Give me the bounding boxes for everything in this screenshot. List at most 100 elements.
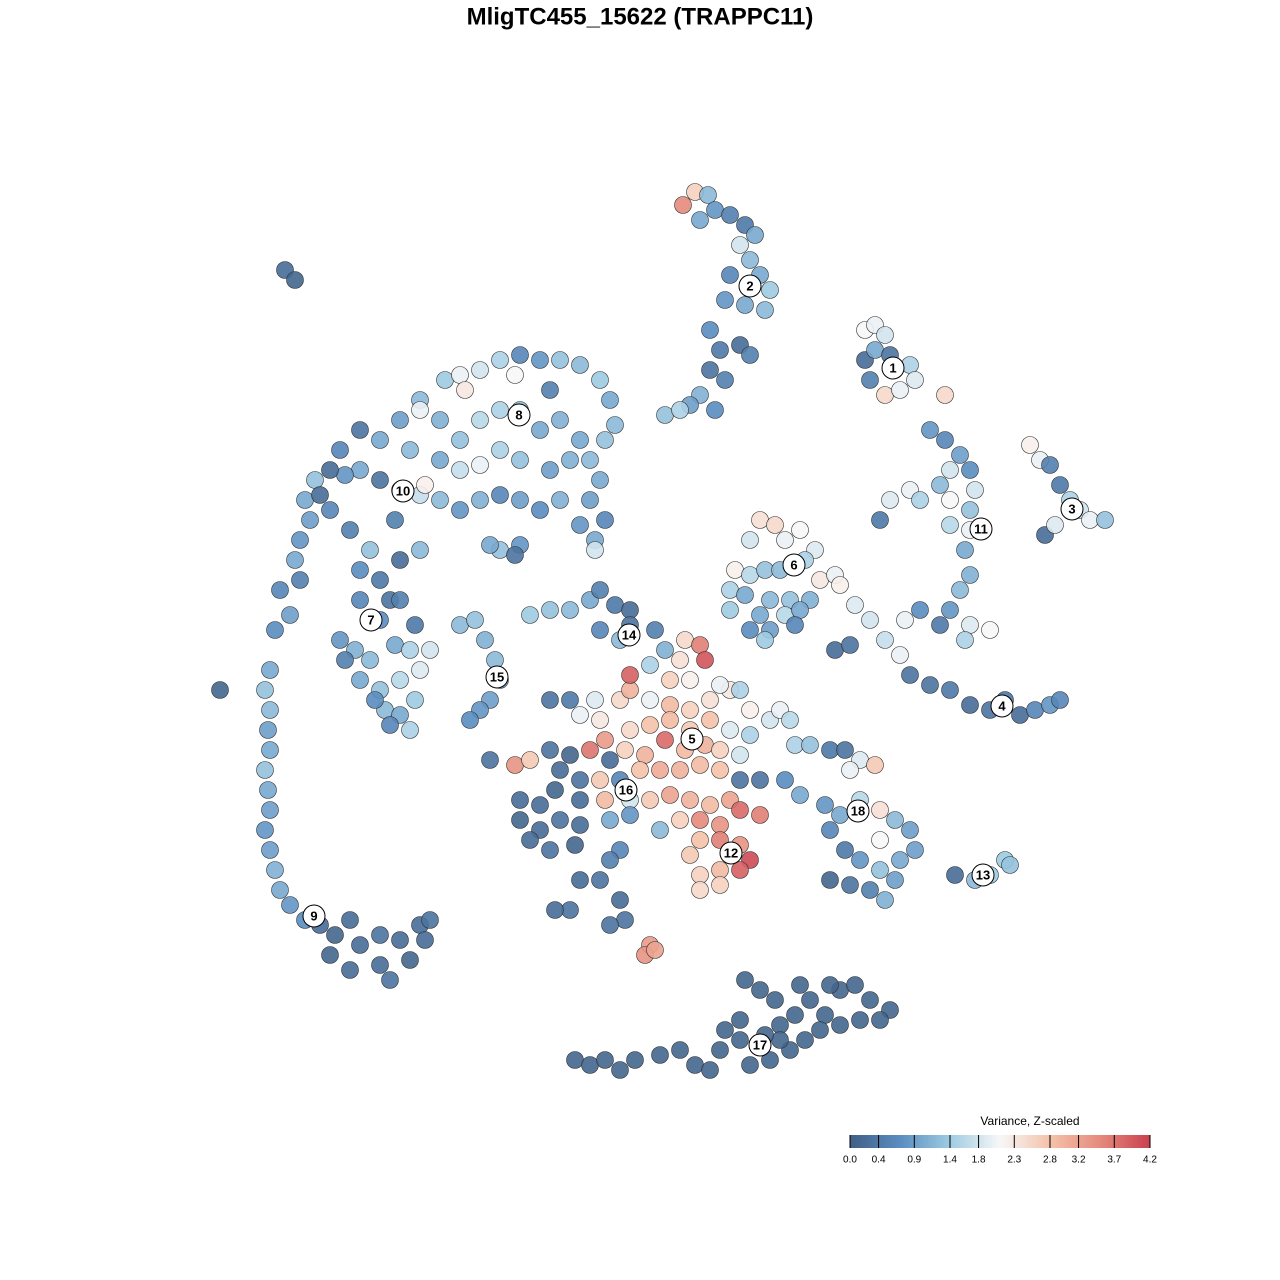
point <box>1041 456 1059 474</box>
point <box>681 791 699 809</box>
point <box>851 1011 869 1029</box>
point <box>406 691 424 709</box>
colorbar-swatch <box>1012 1135 1015 1148</box>
point <box>541 461 559 479</box>
point <box>711 741 729 759</box>
colorbar-swatch <box>1000 1135 1003 1148</box>
point <box>416 931 434 949</box>
colorbar-swatch <box>1054 1135 1057 1148</box>
colorbar-swatch <box>1044 1135 1047 1148</box>
point <box>841 636 859 654</box>
point <box>481 751 499 769</box>
point <box>871 861 889 879</box>
colorbar-swatch <box>864 1135 867 1148</box>
point <box>291 531 309 549</box>
point <box>591 581 609 599</box>
point <box>671 761 689 779</box>
point <box>641 691 659 709</box>
point <box>936 386 954 404</box>
colorbar-swatch <box>990 1135 993 1148</box>
point <box>836 741 854 759</box>
point <box>506 756 524 774</box>
point <box>601 851 619 869</box>
colorbar-swatch <box>916 1135 919 1148</box>
point <box>326 926 344 944</box>
colorbar-swatch <box>910 1135 913 1148</box>
point <box>816 796 834 814</box>
point <box>911 491 929 509</box>
point <box>941 491 959 509</box>
colorbar-swatch <box>1092 1135 1095 1148</box>
colorbar-swatch <box>1122 1135 1125 1148</box>
point <box>816 1006 834 1024</box>
point <box>716 291 734 309</box>
colorbar-swatch <box>978 1135 981 1148</box>
point <box>296 491 314 509</box>
colorbar-swatch <box>882 1135 885 1148</box>
point <box>266 861 284 879</box>
point <box>286 551 304 569</box>
colorbar-swatch <box>930 1135 933 1148</box>
point <box>561 691 579 709</box>
point <box>671 651 689 669</box>
point <box>511 346 529 364</box>
cluster-label-badge <box>302 904 326 928</box>
colorbar-swatch <box>1108 1135 1111 1148</box>
point <box>491 486 509 504</box>
point <box>521 831 539 849</box>
colorbar-swatch <box>946 1135 949 1148</box>
point <box>421 911 439 929</box>
colorbar-swatch <box>980 1135 983 1148</box>
point <box>331 441 349 459</box>
point <box>431 491 449 509</box>
point <box>936 431 954 449</box>
point <box>766 516 784 534</box>
colorbar-swatch <box>1026 1135 1029 1148</box>
colorbar-swatch <box>944 1135 947 1148</box>
point <box>1081 511 1099 529</box>
colorbar-swatch <box>1104 1135 1107 1148</box>
colorbar-swatch <box>1022 1135 1025 1148</box>
point <box>646 621 664 639</box>
cluster-label-badge <box>1060 497 1084 521</box>
point <box>726 561 744 579</box>
point <box>521 751 539 769</box>
point <box>571 356 589 374</box>
point <box>886 871 904 889</box>
colorbar-swatch <box>1038 1135 1041 1148</box>
colorbar-swatch <box>982 1135 985 1148</box>
cluster-label: 16 <box>619 782 633 797</box>
point <box>471 491 489 509</box>
colorbar: Variance, Z-scaled 0.0 0.4 0.9 1.4 1.8 2.3 2.8… <box>843 1114 1157 1165</box>
cluster-label: 17 <box>753 1037 767 1052</box>
colorbar-swatch <box>932 1135 935 1148</box>
point <box>751 771 769 789</box>
point <box>746 226 764 244</box>
point <box>259 721 277 739</box>
point <box>791 601 809 619</box>
point <box>776 771 794 789</box>
point <box>566 1051 584 1069</box>
point <box>821 871 839 889</box>
point <box>821 741 839 759</box>
colorbar-swatch <box>862 1135 865 1148</box>
points <box>211 183 1114 1079</box>
point <box>701 321 719 339</box>
point <box>911 601 929 619</box>
point <box>406 616 424 634</box>
point <box>581 491 599 509</box>
colorbar-swatch <box>1098 1135 1101 1148</box>
point <box>391 671 409 689</box>
point <box>1011 706 1029 724</box>
cluster-label-badge <box>738 274 762 298</box>
colorbar-swatch <box>1072 1135 1075 1148</box>
chart-title: MligTC455_15622 (TRAPPC11) <box>467 3 814 30</box>
cluster-label-badge <box>391 479 415 503</box>
point <box>591 771 609 789</box>
colorbar-swatch <box>928 1135 931 1148</box>
point <box>551 351 569 369</box>
point <box>601 751 619 769</box>
point <box>256 761 274 779</box>
point <box>531 796 549 814</box>
point <box>721 601 739 619</box>
